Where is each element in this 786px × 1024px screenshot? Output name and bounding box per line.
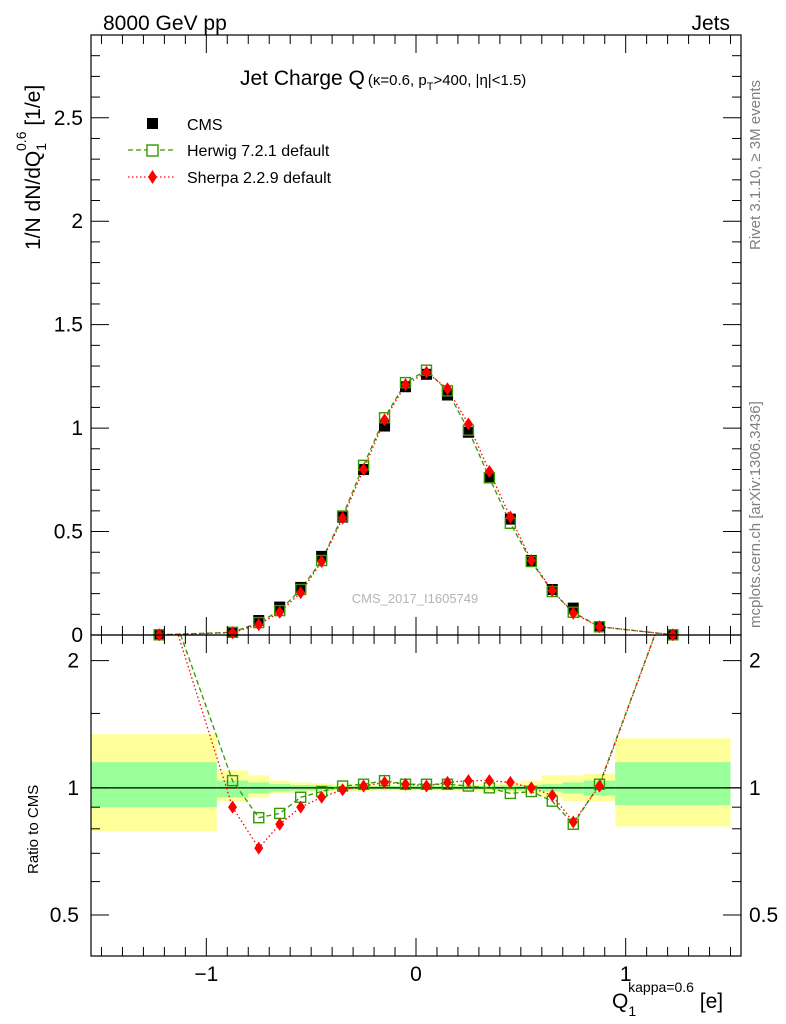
ratio-ytick-label: 0.5 [50, 904, 79, 927]
sherpa-point-10 [421, 365, 431, 379]
sherpa-ratio-point-8 [380, 775, 390, 789]
ratio-ytick-label-right: 0.5 [749, 904, 778, 927]
main-ytick-label: 0.5 [54, 521, 83, 544]
x-axis-label: Q1kappa=0.6 [e] [612, 979, 723, 1019]
sherpa-ratio-point-12 [463, 774, 473, 788]
main-ytick-label: 0 [71, 624, 83, 647]
band-inner-19 [615, 762, 731, 806]
main-ytick-label: 2 [71, 210, 83, 233]
legend-entry-cms: CMS [147, 117, 223, 134]
svg-text:Sherpa 2.2.9 default: Sherpa 2.2.9 default [187, 170, 332, 187]
herwig-ratio-point-2 [253, 811, 265, 824]
ratio-panel [91, 635, 741, 855]
legend-entry-herwig: Herwig 7.2.1 default [128, 143, 330, 160]
svg-text:1/N dN/dQ10.6 [1/e]: 1/N dN/dQ10.6 [1/e] [13, 85, 49, 250]
sherpa-point-15 [526, 554, 536, 568]
sherpa-ratio-point-4 [296, 800, 306, 814]
sherpa-ratio-point-10 [421, 779, 431, 793]
sherpa-ratio-point-16 [547, 788, 557, 802]
mcplots-label: mcplots.cern.ch [arXiv:1306.3436] [747, 401, 764, 628]
ratio-ytick-label: 1 [67, 777, 79, 800]
sherpa-ratio-point-7 [359, 779, 369, 793]
x-tick-label: 0 [410, 963, 422, 986]
sherpa-ratio-point-17 [568, 815, 578, 829]
sherpa-point-8 [380, 413, 390, 427]
y-axis-label: 1/N dN/dQ10.6 [1/e] [13, 85, 49, 250]
sherpa-ratio-line [177, 635, 656, 850]
legend-entry-sherpa: Sherpa 2.2.9 default [128, 170, 332, 187]
band-inner-0 [91, 762, 217, 808]
band-inner-1 [216, 780, 249, 798]
sherpa-point-11 [442, 382, 452, 396]
cms-point-12 [462, 426, 474, 438]
sherpa-point-16 [547, 584, 557, 598]
ratio-ytick-label-right: 1 [749, 777, 761, 800]
main-ytick-label: 2.5 [54, 107, 83, 130]
sherpa-point-13 [484, 465, 494, 479]
ratio-axis-label: Ratio to CMS [25, 785, 42, 874]
sherpa-ratio-point-13 [484, 774, 494, 788]
sherpa-ratio-point-15 [526, 781, 536, 795]
x-tick-label: −1 [194, 963, 218, 986]
svg-text:CMS: CMS [187, 117, 223, 134]
svg-text:Q1kappa=0.6 [e]: Q1kappa=0.6 [e] [612, 979, 723, 1019]
category-label: Jets [691, 12, 730, 35]
sherpa-ratio-point-3 [275, 817, 285, 831]
sherpa-point-14 [505, 510, 515, 524]
herwig-ratio-point-1 [226, 774, 239, 787]
svg-text:Herwig 7.2.1 default: Herwig 7.2.1 default [187, 143, 330, 160]
herwig-ratio-line [180, 635, 656, 826]
x-tick-label: 1 [620, 963, 632, 986]
main-ytick-label: 1.5 [54, 314, 83, 337]
main-ytick-label: 1 [71, 417, 83, 440]
sherpa-point-17 [568, 606, 578, 620]
ratio-series [177, 635, 656, 855]
sherpa-ratio-point-9 [401, 777, 411, 791]
sherpa-point-12 [463, 417, 473, 431]
legend: CMS Herwig 7.2.1 default Sherpa 2.2.9 de… [128, 117, 332, 187]
sherpa-point-9 [401, 378, 411, 392]
sherpa-ratio-point-6 [338, 783, 348, 797]
svg-text:Jet Charge Q(κ=0.6, pT>400, |η: Jet Charge Q (κ=0.6, pT>400, |η|<1.5) [240, 67, 526, 93]
sherpa-point-1 [228, 626, 238, 640]
sherpa-ratio-point-5 [317, 790, 327, 804]
sherpa-point-2 [254, 618, 264, 632]
sherpa-point-3 [275, 605, 285, 619]
sherpa-point-5 [317, 555, 327, 569]
ratio-ytick-label: 2 [67, 650, 79, 673]
analysis-watermark: CMS_2017_I1605749 [352, 591, 479, 606]
axis-ticks: 0 0.5 1 1.5 2 2.5 −1 0 1 0.5 0.5 1 1 2 2 [50, 35, 778, 986]
sherpa-ratio-point-2 [254, 841, 264, 855]
main-panel [153, 364, 679, 642]
rivet-label: Rivet 3.1.10, ≥ 3M events [747, 80, 764, 250]
sherpa-point-4 [296, 586, 306, 600]
sherpa-point-7 [359, 462, 369, 476]
sherpa-ratio-point-11 [442, 775, 452, 789]
ratio-ytick-label-right: 2 [749, 650, 761, 673]
plot-title: Jet Charge Q (κ=0.6, pT>400, |η|<1.5) [240, 67, 526, 93]
sherpa-ratio-point-14 [505, 775, 515, 789]
sherpa-ratio-point-1 [228, 800, 238, 814]
sherpa-ratio-point-18 [594, 779, 604, 793]
energy-label: 8000 GeV pp [103, 12, 227, 35]
sherpa-point-6 [338, 511, 348, 525]
sherpa-point-18 [594, 620, 604, 634]
